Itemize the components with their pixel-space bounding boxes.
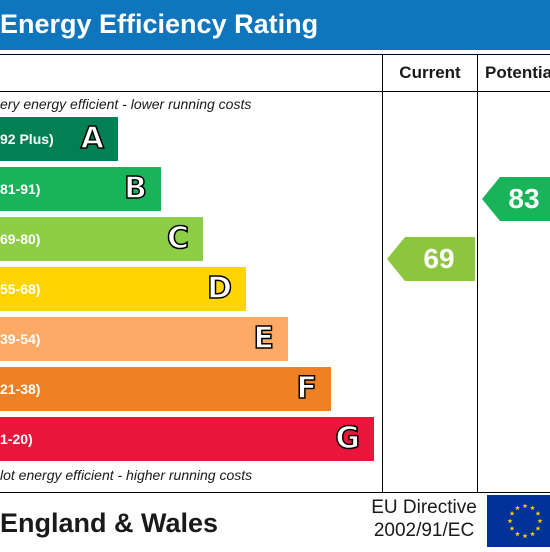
current-rating-value: 69 <box>423 243 455 274</box>
band-letter: F <box>296 370 318 407</box>
band-d: 55-68) D <box>0 267 246 311</box>
note-top: ery energy efficient - lower running cos… <box>0 96 252 112</box>
frame-header-line <box>0 91 550 92</box>
eu-flag-icon <box>487 495 550 547</box>
eu-star-icon <box>535 510 541 516</box>
eu-star-icon <box>530 531 535 537</box>
eu-star-icon <box>535 525 541 531</box>
current-rating-arrow: 69 <box>387 237 475 281</box>
band-range-label: 1-20) <box>0 431 33 447</box>
band-range-label: 21-38) <box>0 381 41 397</box>
potential-rating-arrow: 83 <box>482 177 550 221</box>
title-bar: Energy Efficiency Rating <box>0 0 550 50</box>
footer-country: England & Wales <box>0 508 219 538</box>
potential-rating-value: 83 <box>508 183 540 214</box>
eu-star-icon <box>515 531 520 537</box>
eu-star-icon <box>522 503 528 509</box>
band-range-label: 81-91) <box>0 181 41 197</box>
footer-directive: EU Directive 2002/91/EC <box>364 496 484 542</box>
band-letter: E <box>253 320 275 357</box>
eu-star-icon <box>509 525 515 531</box>
eu-star-icon <box>530 505 535 511</box>
band-range-label: 69-80) <box>0 231 41 247</box>
band-g: 1-20) G <box>0 417 374 461</box>
frame-column-divider-1 <box>382 54 383 493</box>
eu-stars-icon <box>507 503 543 539</box>
directive-line-2: 2002/91/EC <box>373 520 475 541</box>
frame-bottom-line <box>0 492 550 493</box>
band-f: 21-38) F <box>0 367 331 411</box>
page-title: Energy Efficiency Rating <box>0 9 319 39</box>
frame-top-line <box>0 54 550 55</box>
band-c: 69-80) C <box>0 217 203 261</box>
band-letter: C <box>166 220 190 257</box>
band-a: 92 Plus) A <box>0 117 118 161</box>
note-bottom: lot energy efficient - higher running co… <box>0 467 253 483</box>
band-range-label: 39-54) <box>0 331 41 347</box>
eu-star-icon <box>507 518 513 524</box>
directive-line-1: EU Directive <box>371 497 477 518</box>
eu-star-icon <box>509 510 515 516</box>
band-range-label: 55-68) <box>0 281 41 297</box>
band-letter: B <box>123 170 147 207</box>
eu-star-icon <box>515 505 520 511</box>
band-letter: A <box>80 120 105 157</box>
eu-star-icon <box>537 518 543 524</box>
band-range-label: 92 Plus) <box>0 131 54 147</box>
eu-star-icon <box>522 533 528 539</box>
column-header-potential: Potentia <box>485 63 550 82</box>
band-b: 81-91) B <box>0 167 161 211</box>
column-header-current: Current <box>399 63 461 82</box>
band-e: 39-54) E <box>0 317 288 361</box>
frame-column-divider-2 <box>477 54 478 493</box>
band-letter: G <box>335 420 361 457</box>
band-letter: D <box>206 270 232 307</box>
